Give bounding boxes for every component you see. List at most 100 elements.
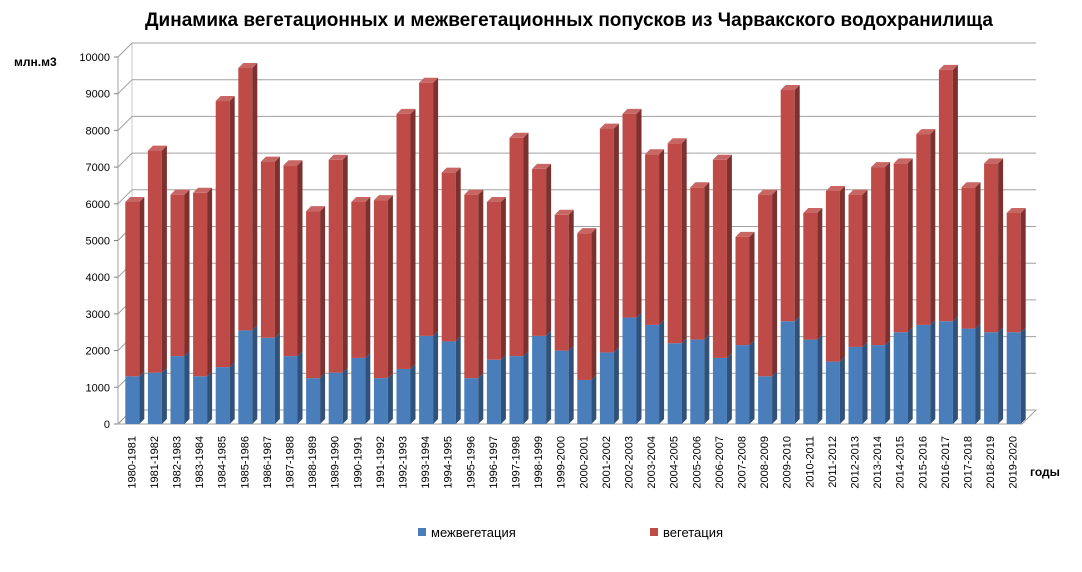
- bar-top: [645, 149, 665, 155]
- bar-side: [885, 340, 891, 424]
- bar-front: [441, 341, 456, 424]
- bar-stack: [938, 64, 958, 424]
- x-tick-label: 2015-2016: [917, 436, 929, 489]
- x-tick-label: 2013-2014: [872, 436, 884, 489]
- y-tick-label: 7000: [86, 162, 110, 174]
- bar-front: [735, 236, 750, 346]
- bar-side: [410, 108, 416, 369]
- bar-side: [591, 228, 597, 380]
- bar-front: [848, 194, 863, 347]
- bar-top: [599, 123, 619, 129]
- bar-side: [546, 163, 552, 336]
- bar-side: [546, 330, 552, 424]
- bar-side: [297, 160, 303, 357]
- bar-segment: [238, 325, 258, 424]
- bar-segment: [464, 189, 484, 379]
- bar-segment: [260, 156, 280, 338]
- bar-side: [274, 156, 280, 338]
- bar-side: [749, 340, 755, 424]
- bar-front: [984, 163, 999, 333]
- bar-front: [961, 328, 976, 424]
- x-tick-label: 2005-2006: [691, 436, 703, 489]
- bars: [125, 63, 1026, 424]
- y-tick-label: 6000: [86, 199, 110, 211]
- bar-top: [893, 158, 913, 164]
- bar-stack: [351, 196, 371, 424]
- bar-segment: [441, 336, 461, 424]
- bar-front: [712, 357, 727, 424]
- bar-side: [772, 189, 778, 377]
- bar-segment: [373, 195, 393, 379]
- x-tick-label: 1987-1988: [285, 436, 297, 489]
- x-tick-label: 2016-2017: [940, 436, 952, 489]
- bar-front: [825, 361, 840, 424]
- bar-front: [871, 345, 886, 424]
- bar-front: [622, 317, 637, 424]
- bar-segment: [147, 367, 167, 424]
- bar-stack: [916, 129, 936, 424]
- bar-side: [252, 63, 258, 331]
- bar-front: [509, 356, 524, 424]
- bar-stack: [464, 189, 484, 424]
- bar-front: [170, 194, 185, 357]
- bar-side: [659, 319, 665, 424]
- bar-stack: [622, 108, 642, 424]
- bar-segment: [351, 352, 371, 424]
- bar-front: [193, 376, 208, 424]
- bar-top: [193, 187, 213, 193]
- bar-side: [681, 138, 687, 344]
- bar-side: [342, 367, 348, 424]
- x-axis-ticks: 1980-1981 1981-1982 1982-1983 1983-1984 1984…: [126, 436, 1019, 489]
- bar-segment: [645, 149, 665, 325]
- bar-side: [726, 352, 732, 424]
- bar-segment: [125, 196, 145, 377]
- bar-stack: [554, 209, 574, 424]
- x-tick-label: 1982-1983: [172, 436, 184, 489]
- bar-segment: [961, 182, 981, 329]
- bar-top: [758, 189, 778, 195]
- bar-stack: [1006, 207, 1026, 424]
- bar-side: [975, 323, 981, 424]
- bar-front: [554, 350, 569, 424]
- legend-label: межвегетация: [431, 525, 516, 540]
- bar-front: [351, 357, 366, 424]
- bar-front: [893, 332, 908, 424]
- x-tick-label: 2000-2001: [578, 436, 590, 489]
- bar-front: [712, 159, 727, 358]
- bar-top: [260, 156, 280, 162]
- bar-front: [645, 324, 660, 424]
- bar-side: [161, 367, 167, 424]
- bar-front: [599, 128, 614, 353]
- bar-front: [1006, 332, 1021, 424]
- bar-stack: [238, 63, 258, 424]
- bar-segment: [871, 340, 891, 424]
- bar-side: [952, 64, 958, 322]
- y-tick-label: 10000: [79, 52, 110, 64]
- bar-segment: [848, 341, 868, 424]
- y-tick-label: 4000: [86, 272, 110, 284]
- y-axis-unit-label: млн.м3: [14, 55, 57, 69]
- bar-front: [373, 378, 388, 424]
- bar-side: [207, 371, 213, 424]
- bar-front: [667, 143, 682, 344]
- bar-side: [636, 312, 642, 424]
- bar-side: [704, 334, 710, 424]
- bar-segment: [848, 189, 868, 347]
- bar-segment: [125, 371, 145, 424]
- bar-stack: [215, 96, 235, 424]
- bar-stack: [125, 196, 145, 424]
- bar-top: [532, 163, 552, 169]
- bar-stack: [283, 160, 303, 424]
- bar-top: [577, 228, 597, 234]
- bar-segment: [825, 185, 845, 362]
- legend-label: вегетация: [663, 525, 723, 540]
- x-tick-label: 1984-1985: [217, 436, 229, 489]
- bar-front: [577, 379, 592, 424]
- x-tick-label: 2017-2018: [963, 436, 975, 489]
- bar-top: [328, 154, 348, 160]
- bar-front: [147, 372, 162, 424]
- bar-stack: [306, 206, 326, 424]
- bar-side: [998, 327, 1004, 424]
- bar-top: [351, 196, 371, 202]
- bar-segment: [735, 231, 755, 346]
